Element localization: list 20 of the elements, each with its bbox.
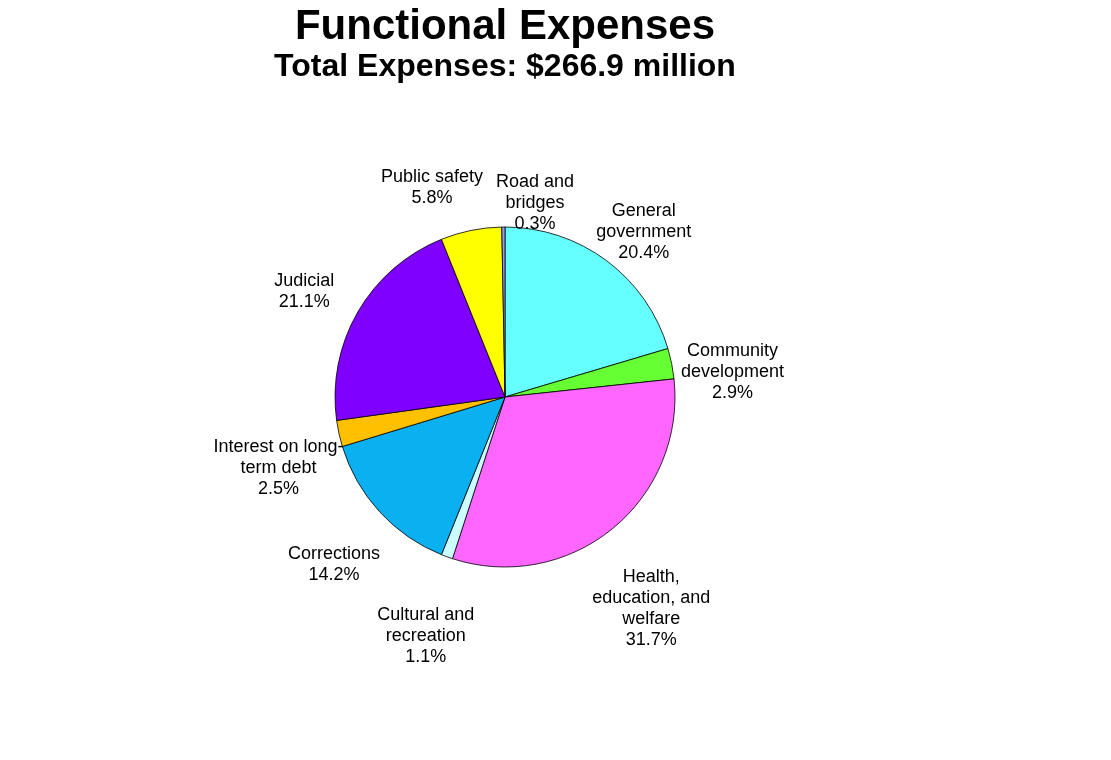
data-label: 5.8% (411, 186, 453, 207)
chart-title: Functional Expenses (294, 1, 716, 48)
slice-label: Public safety (381, 165, 484, 186)
data-label: 14.2% (308, 563, 360, 584)
data-label: 20.4% (618, 242, 670, 263)
chart-subtitle: Total Expenses: $266.9 million (274, 47, 736, 83)
slice-label: Road and bridges (495, 171, 575, 213)
data-label: 2.5% (257, 477, 299, 498)
data-label: 2.9% (711, 382, 753, 403)
slice-label: Interest on long-term debt (213, 435, 344, 477)
slice-label: Judicial (274, 269, 335, 290)
slice-label: Corrections (287, 542, 380, 563)
data-label: 21.1% (278, 290, 330, 311)
data-label: 0.3% (514, 213, 556, 234)
slice-label: Community development (680, 340, 785, 382)
slice-label: Cultural and recreation (377, 604, 475, 646)
slice-label: General government (596, 200, 692, 242)
slice-label: Health, education, and welfare (592, 566, 711, 629)
data-label: 1.1% (405, 646, 447, 667)
data-label: 31.7% (625, 629, 677, 650)
